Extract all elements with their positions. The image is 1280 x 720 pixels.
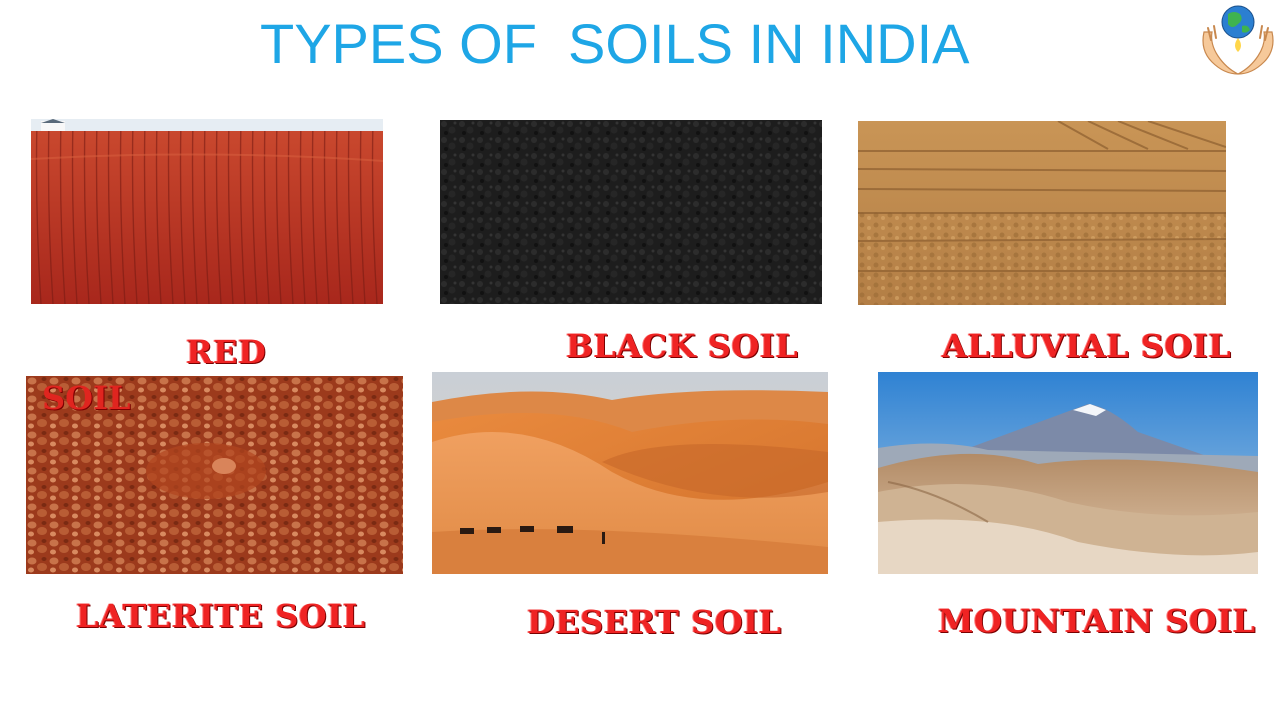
desert-dunes-camels-image: [432, 372, 828, 574]
black-soil-image: [440, 120, 822, 304]
desert-soil-label: DESERT SOIL: [527, 603, 782, 641]
globe-in-hands-icon: [1198, 2, 1278, 78]
red-soil-field-image: [31, 119, 383, 304]
laterite-soil-label: LATERITE SOIL: [76, 597, 366, 635]
mountain-peak-image: [878, 372, 1258, 574]
mountain-soil-label: MOUNTAIN SOIL: [938, 602, 1256, 640]
alluvial-furrows-image: [858, 121, 1226, 305]
black-soil-label: BLACK SOIL: [566, 327, 799, 365]
page-title: TYPES OF SOILS IN INDIA: [260, 12, 970, 75]
red-soil-label: RED: [186, 333, 267, 371]
red-soil-label-continued: SOIL: [42, 379, 131, 417]
alluvial-soil-label: ALLUVIAL SOIL: [942, 327, 1232, 365]
laterite-pebbles-image: [26, 376, 403, 574]
